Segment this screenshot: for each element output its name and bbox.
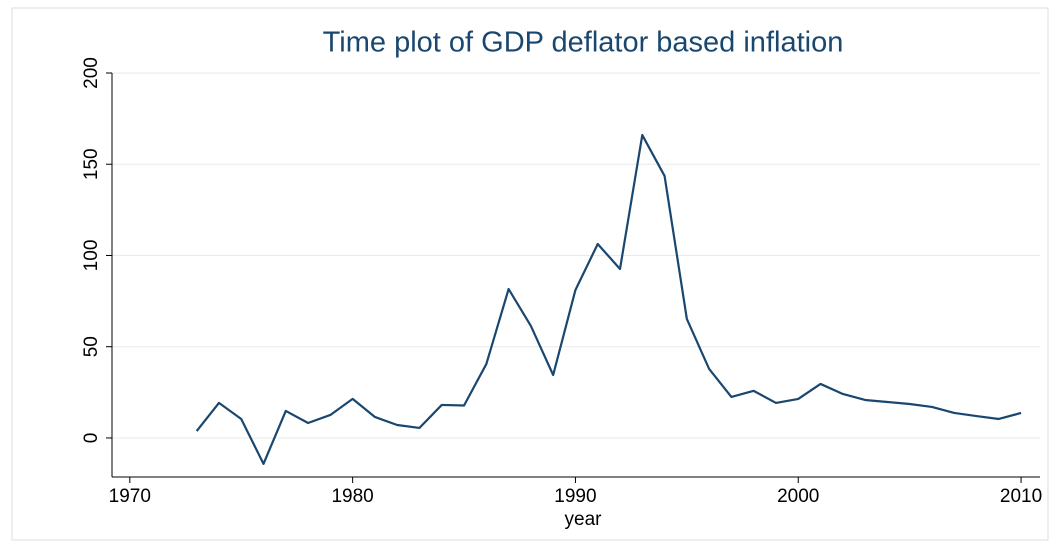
chart-title: Time plot of GDP deflator based inflatio…	[323, 27, 844, 59]
x-tick-label: 1990	[554, 486, 596, 507]
x-tick-label: 2010	[1000, 486, 1042, 507]
line-series	[195, 133, 1022, 465]
x-axis-label: year	[565, 509, 603, 530]
y-tick-label: 100	[81, 240, 102, 272]
frame	[11, 7, 1049, 541]
y-tick-label: 200	[81, 57, 102, 89]
y-tick-label: 0	[81, 433, 102, 444]
y-tick-label: 150	[81, 148, 102, 180]
x-tick-label: 1970	[109, 486, 151, 507]
x-tick-label: 1980	[331, 486, 373, 507]
x-tick-label: 2000	[777, 486, 819, 507]
y-tick-label: 50	[81, 336, 102, 357]
